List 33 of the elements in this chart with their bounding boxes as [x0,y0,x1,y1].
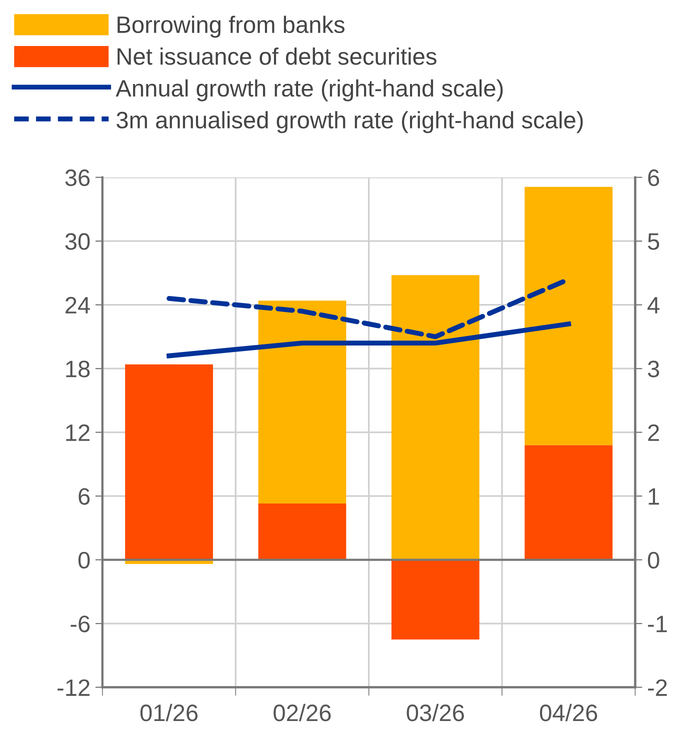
y-tick-label: 36 [65,169,90,186]
y2-tick-label: 4 [648,297,660,314]
y-tick-label: 6 [78,488,90,505]
y-tick-label: -12 [58,679,90,696]
y2-tick-label: 0 [648,552,660,569]
y-tick-label: 18 [66,360,90,378]
y2-tick-label: -1 [648,616,667,632]
legend-label: 3m annualised growth rate (right-hand scale) [116,111,583,134]
x-tick-label: 04/26 [540,704,598,722]
y-tick-label: -6 [70,616,90,632]
bar [524,186,613,446]
x-tick-label: 03/26 [406,704,464,722]
bar [125,364,213,560]
y-tick-label: 24 [66,296,90,314]
y2-tick-label: -2 [648,679,667,696]
y2-tick-label: 3 [648,360,660,378]
bar [258,300,346,504]
legend-label: Borrowing from banks [118,16,344,38]
y2-tick-label: 2 [648,424,659,441]
y-tick-label: 0 [78,552,90,569]
legend-label: Net issuance of debt securities [118,48,436,65]
y2-tick-label: 6 [648,169,660,186]
legend-label: Annual growth rate (right-hand scale) [116,79,503,102]
bar [391,275,480,560]
bar [258,503,346,560]
y-tick-label: 30 [65,233,90,250]
y-tick-label: 12 [66,424,90,441]
bar [391,560,480,640]
x-tick-label: 02/26 [274,704,331,722]
bar [524,445,613,560]
x-tick-label: 01/26 [140,704,198,722]
y2-tick-label: 1 [648,488,659,505]
y2-tick-label: 5 [648,233,660,250]
